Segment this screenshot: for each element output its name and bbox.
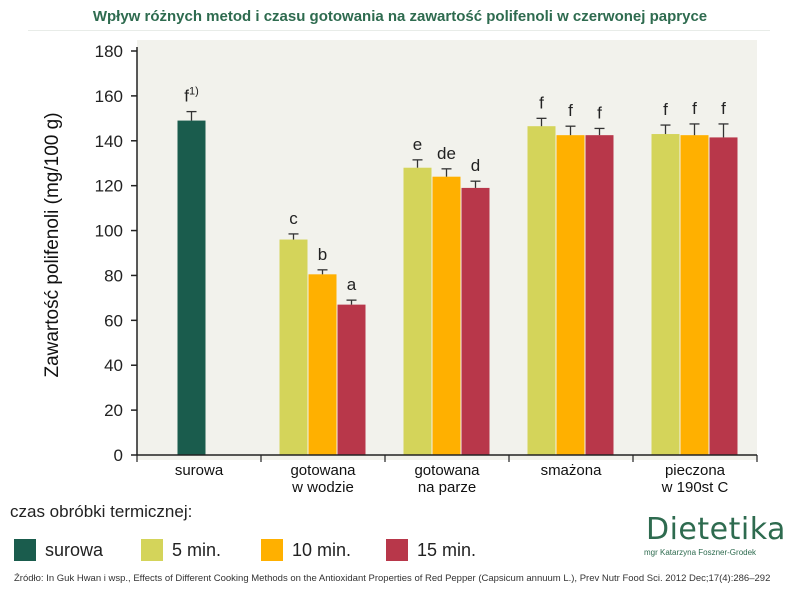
- significance-label-gotowana-w-wodzie-5-min: c: [289, 209, 298, 228]
- x-tick-label-0: surowa: [175, 462, 224, 479]
- legend-label-15min: 15 min.: [417, 539, 477, 560]
- significance-label-gotowana-w-wodzie-10-min: b: [318, 245, 327, 264]
- significance-label-gotowana-w-wodzie-15-min: a: [347, 275, 357, 294]
- bar-pieczona-w-190st-c-5-min: [651, 134, 680, 456]
- x-tick-label-2: gotowana na parze: [414, 462, 480, 496]
- legend-swatch-surowa: [14, 539, 36, 561]
- x-tick-label-3: smażona: [541, 462, 603, 479]
- bar-smażona-5-min: [527, 126, 556, 455]
- bar-gotowana-na-parze-5-min: [403, 167, 432, 455]
- significance-label-pieczona-w-190st-c-10-min: f: [692, 99, 697, 118]
- page-title: Wpływ różnych metod i czasu gotowania na…: [92, 8, 708, 25]
- y-tick-label-120: 120: [95, 177, 123, 196]
- x-axis: surowa gotowana w wodzie gotowana na parze sm…: [136, 454, 758, 496]
- y-tick-label-100: 100: [95, 222, 123, 241]
- title-divider: [28, 30, 770, 31]
- bar-pieczona-w-190st-c-15-min: [709, 137, 738, 455]
- legend-item-15min: 15 min.: [386, 537, 476, 563]
- significance-label-smażona-5-min: f: [539, 93, 544, 112]
- significance-label-gotowana-na-parze-15-min: d: [471, 156, 480, 175]
- legend-swatch-15min: [386, 539, 408, 561]
- dietetika-logo: Dietetika mgr Katarzyna Foszner-Grodek: [644, 508, 785, 558]
- legend-swatch-5min: [141, 539, 163, 561]
- significance-label-smażona-10-min: f: [568, 101, 573, 120]
- significance-label-pieczona-w-190st-c-5-min: f: [663, 100, 668, 119]
- y-tick-label-160: 160: [95, 87, 123, 106]
- y-tick-label-180: 180: [95, 42, 123, 61]
- significance-label-gotowana-na-parze-10-min: de: [437, 144, 456, 163]
- legend-caption: czas obróbki termicznej:: [10, 502, 193, 521]
- bar-gotowana-na-parze-15-min: [461, 187, 490, 455]
- legend-item-5min: 5 min.: [141, 537, 221, 563]
- y-axis-label: Zawartość polifenoli (mg/100 g): [42, 112, 63, 377]
- bar-gotowana-w-wodzie-15-min: [337, 304, 366, 455]
- y-tick-label-20: 20: [104, 401, 123, 420]
- significance-label-smażona-15-min: f: [597, 103, 602, 122]
- bar-smażona-10-min: [556, 135, 585, 455]
- bar-gotowana-na-parze-10-min: [432, 176, 461, 455]
- bar-pieczona-w-190st-c-10-min: [680, 135, 709, 455]
- bar-smażona-15-min: [585, 135, 614, 455]
- y-tick-label-40: 40: [104, 356, 123, 375]
- bar-surowa-surowa: [177, 120, 206, 456]
- x-tick-label-4: pieczona w 190st C: [661, 462, 729, 496]
- legend-label-10min: 10 min.: [292, 539, 352, 560]
- y-tick-label-60: 60: [104, 311, 123, 330]
- y-tick-label-0: 0: [114, 446, 123, 465]
- y-tick-label-80: 80: [104, 266, 123, 285]
- legend-label-surowa: surowa: [45, 539, 104, 560]
- legend-item-10min: 10 min.: [261, 537, 351, 563]
- y-tick-label-140: 140: [95, 132, 123, 151]
- legend-label-5min: 5 min.: [172, 539, 222, 560]
- bar-gotowana-w-wodzie-10-min: [308, 274, 337, 455]
- logo-name: Dietetika: [646, 512, 786, 547]
- logo-subtitle: mgr Katarzyna Foszner-Grodek: [644, 548, 757, 557]
- x-tick-label-1: gotowana w wodzie: [290, 462, 356, 496]
- significance-label-pieczona-w-190st-c-15-min: f: [721, 99, 726, 118]
- bar-gotowana-w-wodzie-5-min: [279, 239, 308, 455]
- significance-label-gotowana-na-parze-5-min: e: [413, 135, 422, 154]
- y-axis: 0 20 40 60 80 100 120 140 160 180: [95, 42, 138, 465]
- legend-item-surowa: surowa: [14, 537, 103, 563]
- source-citation: Źródło: In Guk Hwan i wsp., Effects of D…: [14, 573, 771, 584]
- legend-swatch-10min: [261, 539, 283, 561]
